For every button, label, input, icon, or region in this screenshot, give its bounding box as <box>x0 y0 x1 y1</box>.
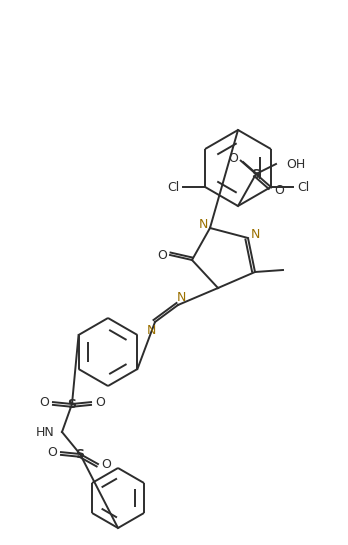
Text: Cl: Cl <box>297 180 309 193</box>
Text: HN: HN <box>35 426 54 439</box>
Text: O: O <box>101 457 111 470</box>
Text: OH: OH <box>286 158 305 171</box>
Text: S: S <box>68 397 77 410</box>
Text: O: O <box>228 152 238 165</box>
Text: N: N <box>198 217 208 231</box>
Text: Cl: Cl <box>167 180 179 193</box>
Text: S: S <box>76 447 85 461</box>
Text: O: O <box>39 396 49 409</box>
Text: N: N <box>176 290 186 304</box>
Text: N: N <box>250 227 260 240</box>
Text: O: O <box>95 396 105 409</box>
Text: N: N <box>146 324 156 336</box>
Text: O: O <box>47 445 57 458</box>
Text: S: S <box>252 167 261 180</box>
Text: O: O <box>157 249 167 262</box>
Text: O: O <box>274 184 284 197</box>
